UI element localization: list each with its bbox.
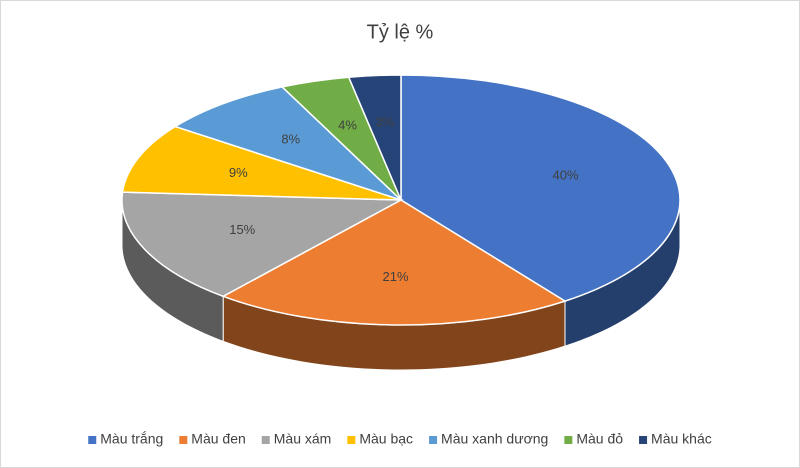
data-label: 9%: [229, 165, 248, 180]
legend-label: Màu khác: [651, 431, 712, 447]
legend-swatch: [429, 436, 438, 444]
slice: [221, 199, 567, 326]
slice: [400, 74, 681, 302]
data-label: 40%: [552, 167, 578, 182]
data-label: 8%: [281, 132, 300, 147]
data-label: 15%: [229, 222, 255, 237]
legend-swatch: [179, 436, 188, 444]
slice: [121, 125, 402, 201]
legend-label: Màu xanh dương: [441, 431, 548, 447]
slice: [173, 86, 402, 201]
legend-swatch: [261, 436, 270, 444]
legend: Màu trắng Màu đen Màu xám Màu bạc Màu xanh d…: [88, 431, 712, 447]
data-label: 3%: [375, 114, 394, 129]
legend-label: Màu đen: [191, 431, 245, 447]
legend-swatch: [639, 436, 648, 444]
legend-label: Màu bạc: [359, 431, 413, 447]
chart-title: Tỷ lệ %: [367, 21, 434, 43]
legend-label: Màu đỏ: [576, 431, 623, 447]
slice: [347, 74, 402, 201]
legend-label: Màu trắng: [100, 431, 163, 447]
legend-swatch: [564, 436, 573, 444]
data-label: 4%: [338, 118, 357, 133]
legend-label: Màu xám: [274, 431, 332, 447]
data-label: 21%: [383, 269, 409, 284]
legend-swatch: [347, 436, 356, 444]
slice: [121, 191, 404, 298]
legend-swatch: [88, 436, 97, 444]
